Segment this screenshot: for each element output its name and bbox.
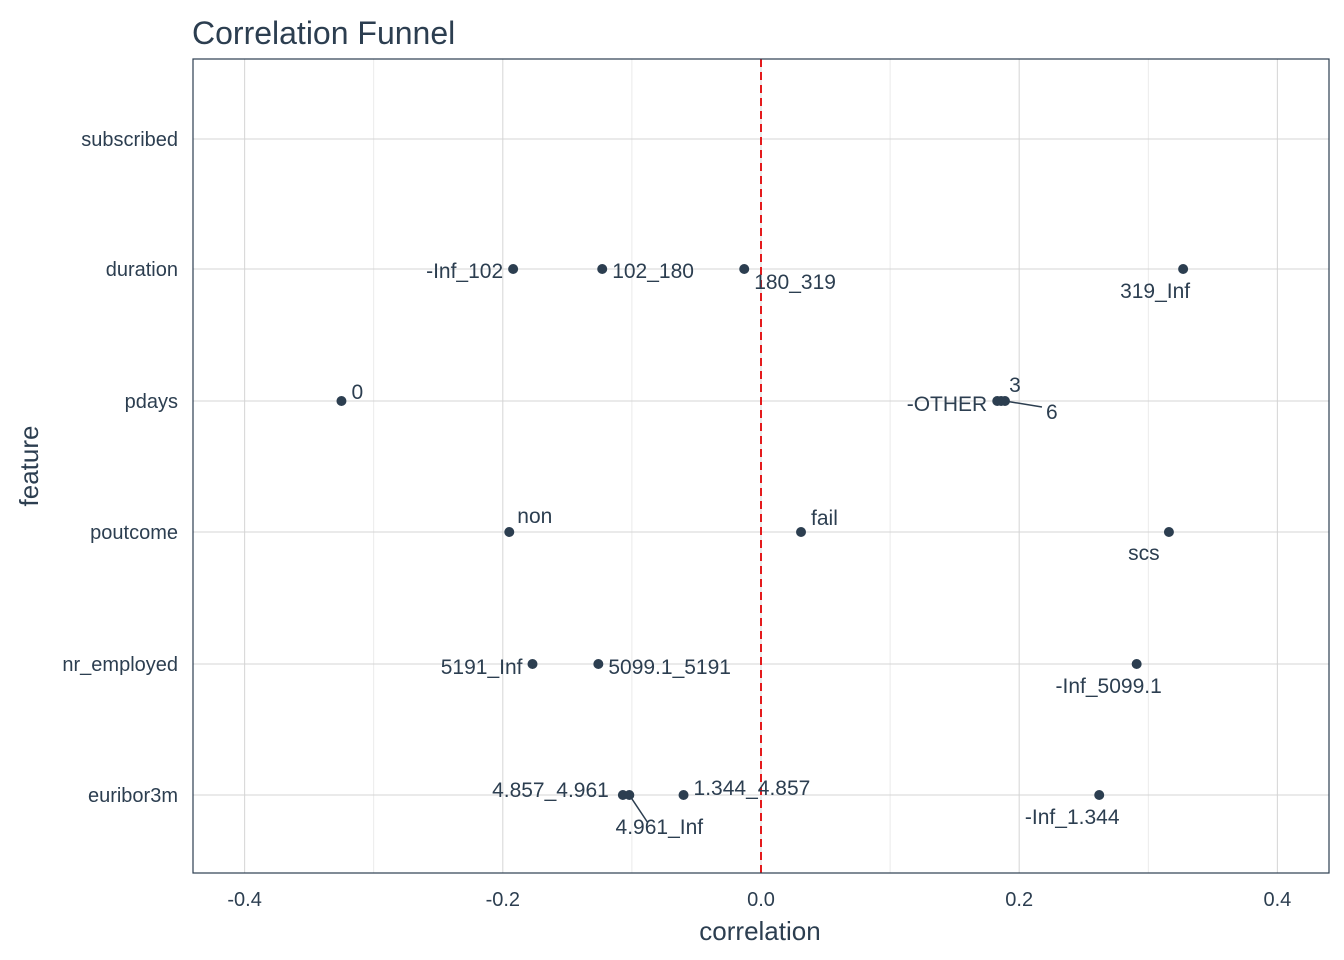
- data-point: [1178, 264, 1189, 274]
- point-label: -Inf_102: [426, 260, 503, 283]
- x-axis-ticks: -0.4 -0.2 0.0 0.2 0.4: [227, 889, 1291, 911]
- point-label: 6: [1046, 401, 1058, 424]
- data-point: [597, 264, 608, 274]
- y-tick-label: duration: [106, 259, 178, 281]
- label-leader-line: [628, 794, 648, 823]
- y-axis-ticks: subscribed duration pdays poutcome nr_employ…: [62, 129, 178, 807]
- point-label: 319_Inf: [1120, 280, 1190, 303]
- data-point: [1094, 790, 1105, 800]
- data-point: [527, 659, 538, 669]
- x-tick-label: 0.2: [1005, 889, 1033, 911]
- point-label: 180_319: [754, 271, 836, 294]
- data-point: [593, 659, 604, 669]
- point-label: 5191_Inf: [441, 656, 523, 679]
- x-tick-label: 0.0: [747, 889, 775, 911]
- y-tick-label: euribor3m: [88, 785, 178, 807]
- point-label: -Inf_1.344: [1025, 806, 1120, 829]
- point-label: non: [517, 505, 552, 528]
- point-label: fail: [811, 507, 838, 530]
- plot-panel-border: [192, 58, 1330, 874]
- data-point: [508, 264, 519, 274]
- point-label: 1.344_4.857: [694, 777, 811, 800]
- data-point: [1163, 527, 1174, 537]
- point-label: 4.961_Inf: [616, 816, 704, 839]
- data-point: [739, 264, 750, 274]
- y-tick-label: nr_employed: [62, 654, 178, 676]
- point-label: -Inf_5099.1: [1056, 675, 1162, 698]
- point-label: 4.857_4.961: [492, 779, 609, 802]
- data-point: [624, 790, 635, 800]
- y-tick-label: pdays: [125, 391, 178, 413]
- chart-title: Correlation Funnel: [192, 15, 455, 51]
- point-label: 102_180: [612, 260, 694, 283]
- y-tick-label: poutcome: [90, 522, 178, 544]
- data-point: [1131, 659, 1142, 669]
- data-points: [336, 264, 1189, 800]
- point-label: -OTHER: [907, 393, 988, 416]
- label-leader-line: [1004, 400, 1043, 408]
- point-label: scs: [1128, 542, 1160, 565]
- y-tick-label: subscribed: [81, 129, 178, 151]
- point-label: 3: [1009, 374, 1021, 397]
- point-labels: -Inf_102 102_180 180_319 319_Inf 0 -OTHER 3 6 no…: [351, 260, 1190, 839]
- data-point: [504, 527, 515, 537]
- data-point: [999, 396, 1010, 406]
- data-point: [336, 396, 347, 406]
- x-tick-label: -0.4: [227, 889, 261, 911]
- y-axis-title: feature: [14, 426, 44, 507]
- x-tick-label: 0.4: [1263, 889, 1291, 911]
- data-point: [678, 790, 689, 800]
- x-tick-label: -0.2: [486, 889, 520, 911]
- leader-lines: [628, 400, 1043, 823]
- point-label: 0: [351, 381, 363, 404]
- data-point: [796, 527, 807, 537]
- x-axis-title: correlation: [699, 916, 820, 946]
- point-label: 5099.1_5191: [608, 656, 731, 679]
